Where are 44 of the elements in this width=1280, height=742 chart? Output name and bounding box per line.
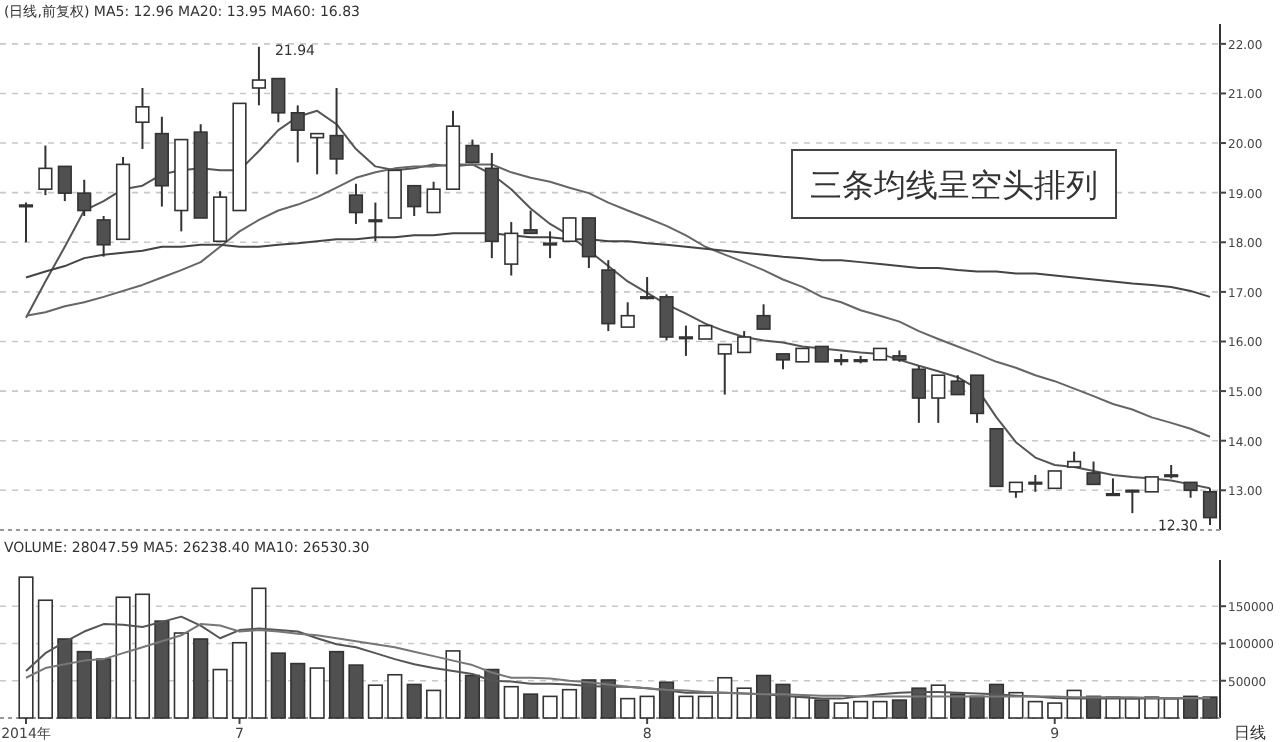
line-series [25, 109, 1211, 490]
bar [309, 667, 325, 719]
bar [328, 650, 345, 719]
bar [37, 599, 53, 719]
bar [193, 638, 209, 719]
bar [1163, 697, 1179, 719]
bar [76, 650, 92, 719]
bar [231, 641, 248, 719]
bar [872, 700, 888, 719]
bar [523, 693, 539, 719]
bar [853, 700, 869, 719]
bar [1124, 697, 1140, 719]
bar [115, 596, 131, 719]
bar [1027, 700, 1043, 719]
bar [736, 687, 752, 719]
bar [18, 576, 34, 719]
bar [251, 587, 267, 719]
bar [561, 688, 578, 719]
bar [173, 632, 189, 719]
bar [678, 695, 694, 719]
bar [697, 695, 713, 719]
bar [717, 676, 733, 719]
bar [1008, 691, 1024, 719]
bar [503, 685, 519, 719]
bar [639, 695, 655, 719]
bar [794, 696, 810, 719]
bar [212, 668, 228, 719]
bar [406, 683, 422, 719]
bar [426, 689, 442, 719]
bar [290, 662, 306, 719]
bar [891, 699, 908, 719]
text: 日线 [1234, 724, 1266, 742]
bar [348, 664, 364, 719]
bar [1047, 702, 1063, 719]
bar [270, 652, 286, 719]
bar [542, 695, 558, 719]
bar [833, 702, 849, 719]
bar [96, 658, 112, 719]
bar [387, 673, 403, 719]
bar [367, 684, 383, 719]
bar [134, 593, 151, 719]
annotation: 三条均线呈空头排列 [810, 166, 1098, 204]
bar [445, 650, 461, 719]
bar [620, 697, 636, 719]
